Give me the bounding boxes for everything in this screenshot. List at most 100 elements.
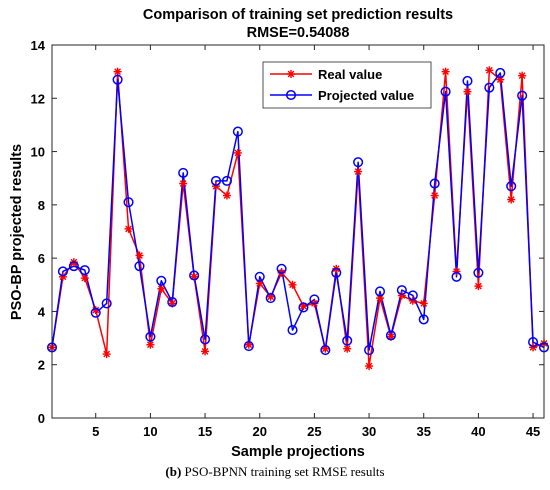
- chart-title: Comparison of training set prediction re…: [143, 7, 453, 23]
- projected-value-point: [221, 175, 232, 186]
- x-tick-label: 45: [526, 424, 540, 439]
- projected-value-point: [364, 345, 375, 356]
- legend-projected-marker: [285, 89, 297, 101]
- legend-projected-label: Projected value: [318, 88, 414, 103]
- chart-subtitle: RMSE=0.54088: [247, 25, 350, 41]
- projected-value-point: [200, 334, 211, 345]
- projected-value-point: [134, 261, 145, 272]
- legend-entry-real: Real value: [270, 67, 382, 82]
- real-value-point: [288, 280, 297, 289]
- projected-value-point: [90, 307, 101, 318]
- real-value-point: [222, 191, 231, 200]
- y-tick-label: 0: [38, 411, 45, 426]
- real-value-point: [233, 148, 242, 157]
- real-value-point: [343, 344, 352, 353]
- projected-value-point: [385, 330, 396, 341]
- projected-value-point: [484, 82, 495, 93]
- projected-value-line: [51, 72, 545, 351]
- projected-value-point: [440, 86, 451, 97]
- x-tick-label: 40: [471, 424, 485, 439]
- legend-entry-projected: Projected value: [270, 88, 414, 103]
- projected-value-point: [353, 157, 364, 168]
- real-value-point: [135, 251, 144, 260]
- real-value-point: [179, 179, 188, 188]
- projected-value-point: [276, 263, 287, 274]
- projected-value-point: [298, 302, 309, 313]
- projected-value-point: [167, 297, 178, 308]
- projected-value-point: [495, 67, 506, 79]
- real-value-point: [255, 279, 264, 288]
- real-value-point: [157, 284, 166, 293]
- projected-value-point: [232, 126, 243, 137]
- projected-value-point: [79, 265, 90, 276]
- projected-value-point: [517, 90, 528, 101]
- projected-value-point: [210, 175, 222, 186]
- projected-value-point: [254, 271, 265, 282]
- caption-label: (b): [165, 464, 182, 479]
- projected-value-point: [342, 335, 353, 346]
- projected-value-point: [68, 261, 79, 272]
- projected-value-point: [506, 181, 517, 192]
- real-value-point: [146, 340, 155, 349]
- legend-real-marker: [287, 70, 295, 78]
- x-axis-label: Sample projections: [231, 444, 365, 460]
- legend-real-asterisk: [287, 70, 295, 78]
- projected-value-point: [265, 293, 276, 304]
- legend-projected-circle: [285, 89, 297, 101]
- y-axis-label: PSO-BP projected results: [9, 144, 25, 320]
- x-tick-label: 15: [198, 424, 212, 439]
- real-value-point: [102, 350, 111, 359]
- real-value-point: [354, 167, 363, 176]
- real-value-point: [441, 67, 450, 76]
- real-value-point: [201, 347, 210, 356]
- legend-real-label: Real value: [318, 67, 382, 82]
- real-value-point: [430, 191, 439, 200]
- projected-value-point: [309, 294, 320, 305]
- projected-value-point: [374, 286, 386, 297]
- projected-value-point: [451, 271, 462, 282]
- real-value-point: [507, 195, 516, 204]
- real-value-point: [80, 274, 89, 283]
- real-value-point: [365, 362, 374, 371]
- real-value-point: [113, 67, 122, 76]
- real-value-point: [485, 66, 494, 75]
- x-tick-label: 10: [143, 424, 157, 439]
- x-tick-label: 25: [307, 424, 321, 439]
- real-value-point: [518, 71, 527, 80]
- projected-value-point: [418, 314, 429, 325]
- y-tick-label: 4: [38, 304, 46, 319]
- projected-value-point: [320, 345, 331, 356]
- legend: Real value Projected value: [262, 61, 432, 109]
- real-value-point: [124, 224, 133, 233]
- real-value-point: [419, 299, 428, 308]
- y-tick-label: 14: [31, 38, 46, 53]
- projected-value-point: [112, 74, 123, 85]
- y-tick-label: 10: [31, 145, 45, 160]
- x-tick-label: 20: [252, 424, 266, 439]
- projected-value-point: [178, 167, 189, 178]
- projected-value-point: [473, 267, 484, 278]
- projected-value-point: [407, 290, 418, 301]
- projected-value-point: [189, 270, 200, 281]
- x-tick-label: 5: [92, 424, 99, 439]
- projected-value-point: [123, 197, 134, 208]
- x-axis-ticks: 5 10 15 20 25 30 35 40 45: [92, 45, 540, 439]
- series-layer: [46, 66, 550, 371]
- y-tick-label: 2: [38, 358, 45, 373]
- caption-text: PSO-BPNN training set RMSE results: [181, 464, 385, 479]
- projected-value-point: [145, 331, 156, 342]
- y-tick-label: 8: [38, 198, 45, 213]
- projected-value-point: [396, 285, 407, 296]
- projected-value-point: [462, 75, 473, 87]
- y-tick-label: 12: [31, 91, 45, 106]
- projected-value-point: [287, 325, 298, 336]
- x-tick-label: 30: [362, 424, 376, 439]
- legend-box: [262, 61, 432, 109]
- x-tick-label: 35: [416, 424, 430, 439]
- projected-value-point: [331, 267, 342, 278]
- projected-value-point: [101, 298, 112, 309]
- figure-caption: (b) PSO-BPNN training set RMSE results: [0, 464, 550, 480]
- projected-value-point: [243, 341, 254, 352]
- y-tick-label: 6: [38, 251, 45, 266]
